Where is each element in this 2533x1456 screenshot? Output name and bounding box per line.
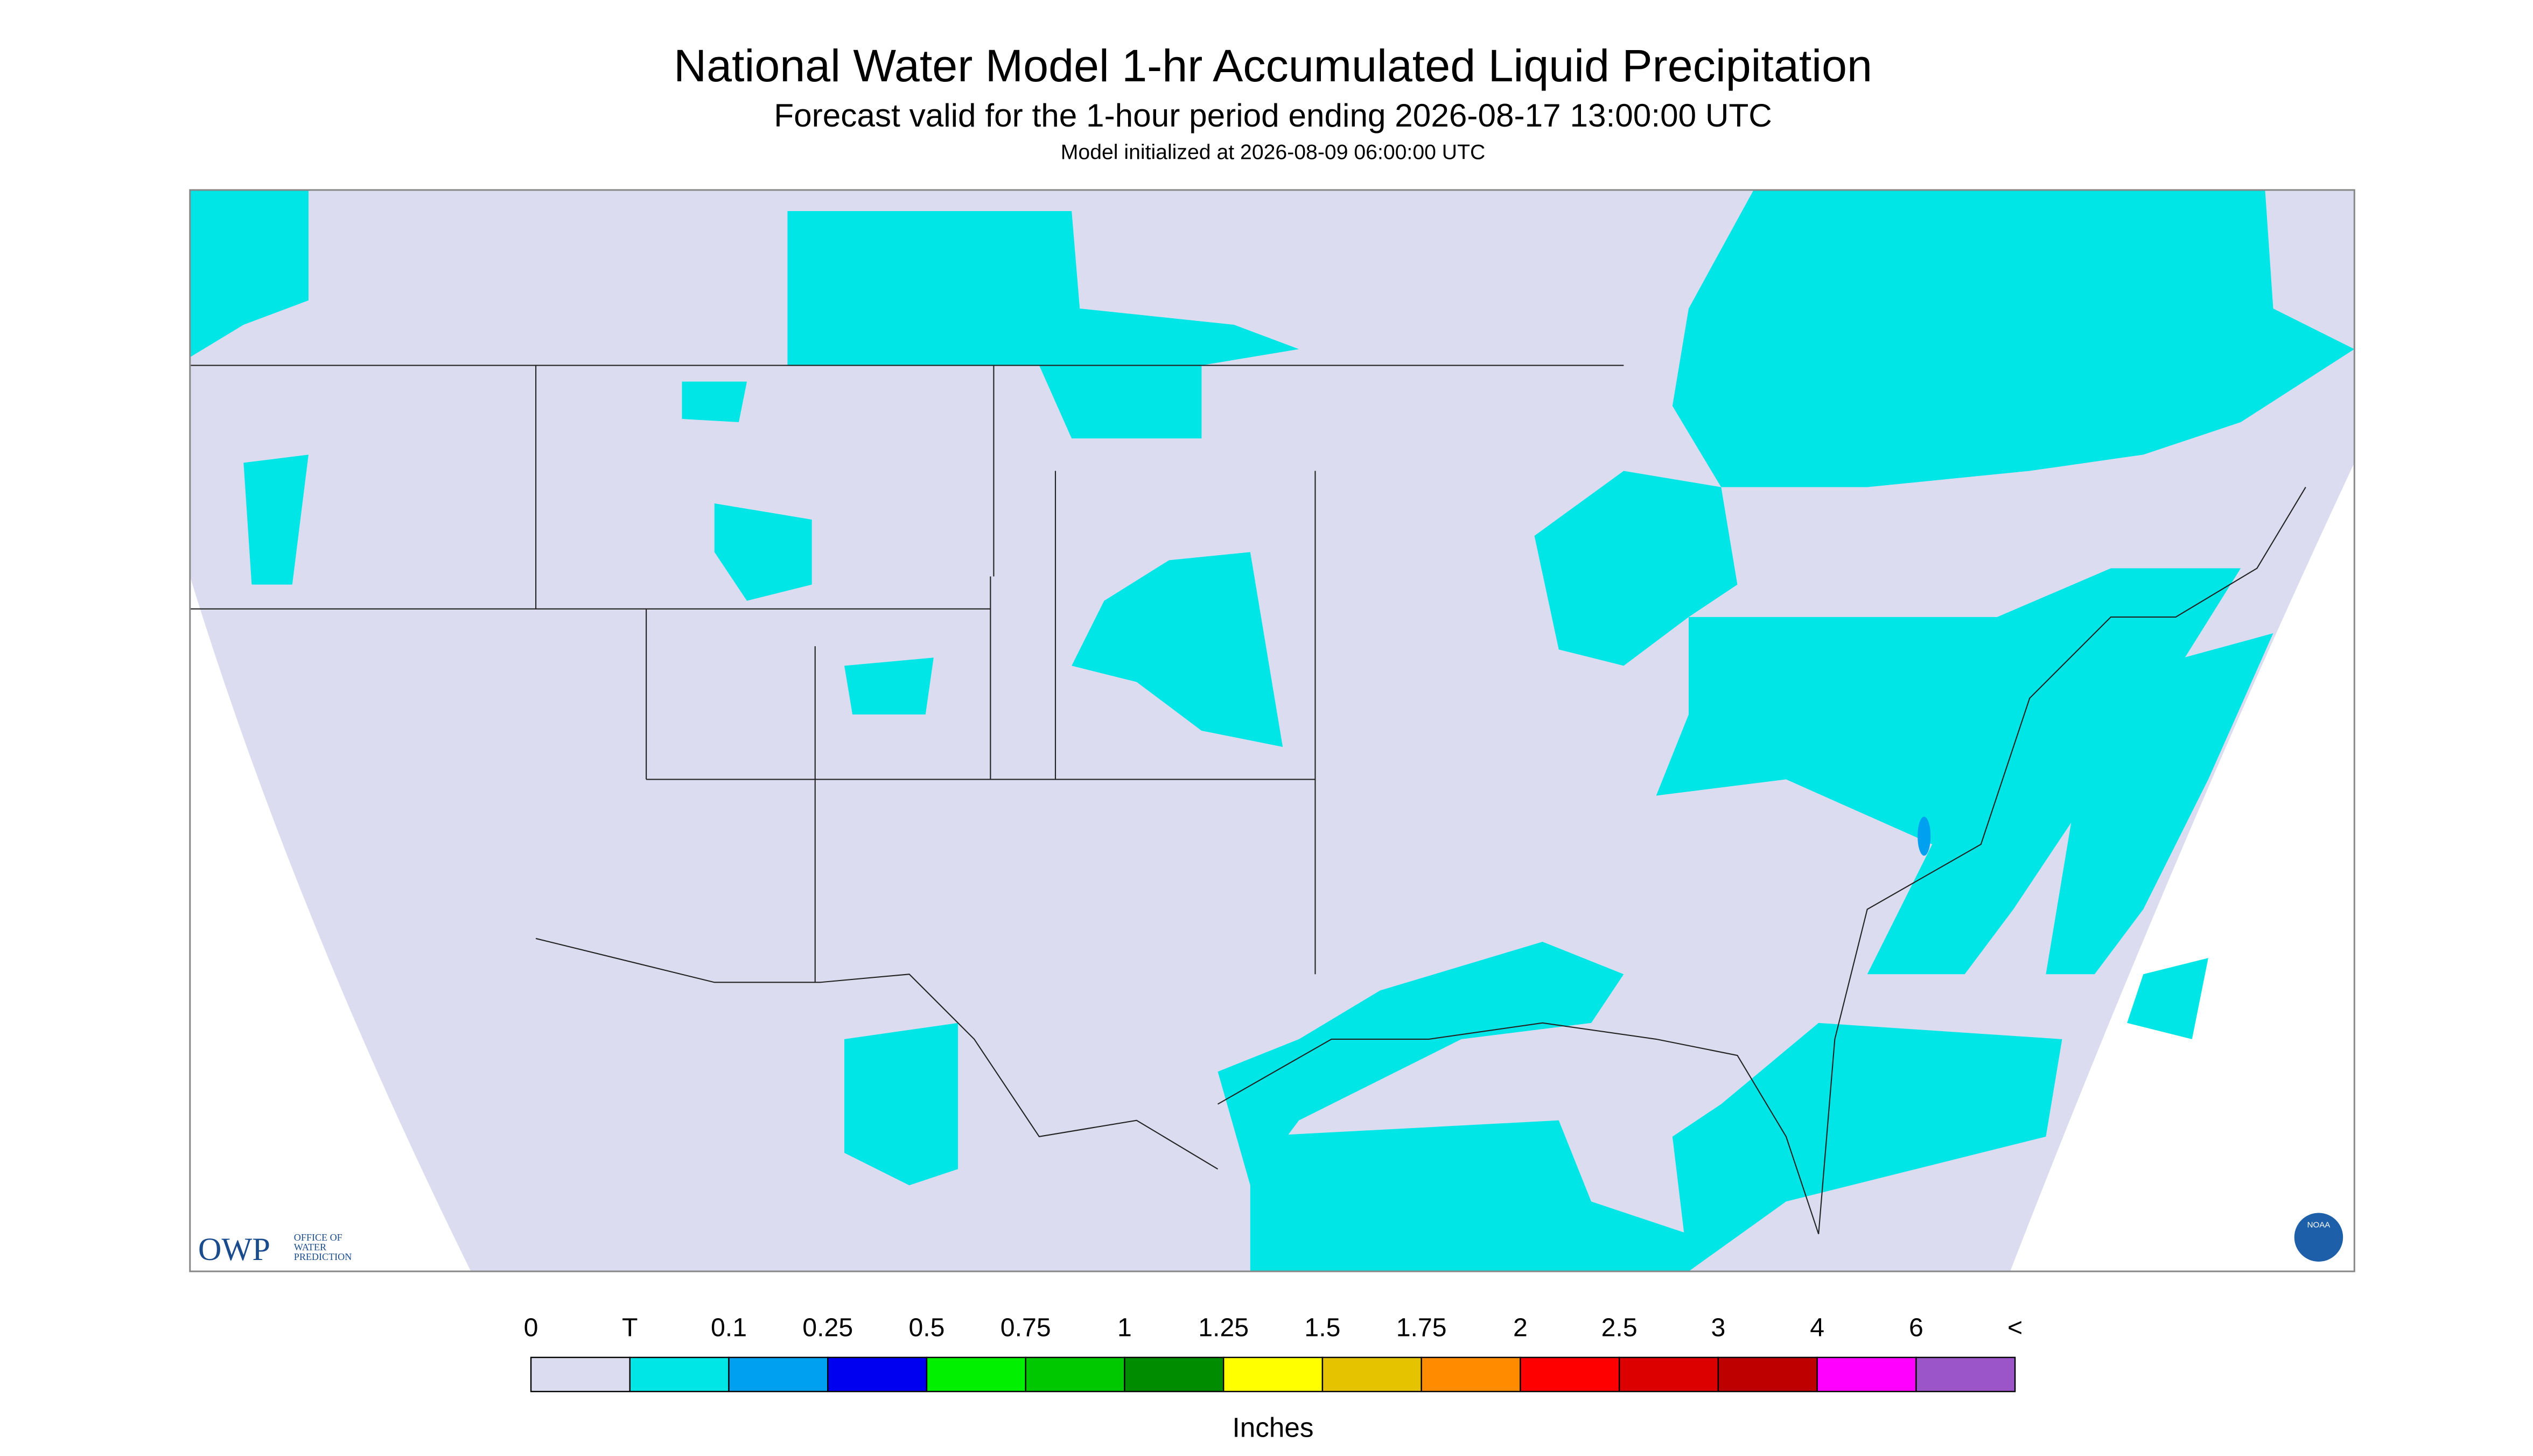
noaa-logo-text: NOAA	[2307, 1221, 2331, 1230]
legend-swatch	[629, 1356, 730, 1392]
precip-areas	[190, 190, 2355, 1272]
legend-swatch	[827, 1356, 928, 1392]
precip-area	[1918, 816, 1931, 856]
precip-area	[1672, 1023, 2062, 1272]
owp-name-line: OFFICE OF	[294, 1232, 342, 1243]
legend-label: 0.75	[1000, 1313, 1051, 1342]
legend-label: 0.5	[908, 1313, 944, 1342]
precip-area	[2046, 633, 2273, 975]
precip-area	[714, 503, 812, 601]
legend-label: 0	[524, 1313, 538, 1342]
legend-label: 2.5	[1601, 1313, 1638, 1342]
legend-swatch	[1618, 1356, 1719, 1392]
legend-swatch	[530, 1356, 631, 1392]
legend-label: 1.5	[1304, 1313, 1340, 1342]
precip-area	[1250, 1120, 1689, 1272]
legend-label: 0.25	[802, 1313, 853, 1342]
precip-area	[243, 454, 309, 585]
precip-area	[1534, 471, 1738, 666]
legend-units: Inches	[1233, 1412, 1314, 1443]
legend-label: 3	[1711, 1313, 1725, 1342]
precip-area	[1217, 941, 1624, 1186]
legend-swatch	[1421, 1356, 1521, 1392]
borders	[190, 365, 2306, 1235]
precip-area	[1672, 190, 2355, 487]
legend-swatch	[1025, 1356, 1125, 1392]
noaa-logo	[2294, 1213, 2343, 1262]
precip-area	[787, 211, 1299, 439]
map-frame	[189, 189, 2355, 1272]
owp-name-line: PREDICTION	[294, 1251, 352, 1262]
legend: 0 T 0.1 0.25 0.5 0.75 1 1.25 1.5 1.75 2 2.5 3 4 6 <	[524, 1313, 2023, 1392]
precip-area	[844, 1023, 958, 1186]
precip-area	[844, 657, 934, 715]
owp-name-line: WATER	[294, 1242, 327, 1252]
init-time: Model initialized at 2026-08-09 06:00:00…	[1061, 141, 1486, 164]
legend-swatch	[926, 1356, 1026, 1392]
precip-area	[2127, 958, 2208, 1039]
legend-label: <	[2007, 1313, 2023, 1342]
legend-swatch	[1520, 1356, 1620, 1392]
legend-swatch	[1321, 1356, 1422, 1392]
legend-label: 1.25	[1198, 1313, 1249, 1342]
precip-area	[1072, 552, 1283, 747]
legend-swatch	[1222, 1356, 1324, 1392]
legend-swatch	[1915, 1356, 2016, 1392]
legend-swatch	[1717, 1356, 1818, 1392]
legend-swatch	[1816, 1356, 1917, 1392]
legend-label: 4	[1810, 1313, 1824, 1342]
legend-label: 1.75	[1396, 1313, 1447, 1342]
title: National Water Model 1-hr Accumulated Li…	[674, 40, 1872, 91]
legend-label: 2	[1513, 1313, 1528, 1342]
legend-label: T	[622, 1313, 638, 1342]
legend-label: 6	[1909, 1313, 1923, 1342]
legend-swatch	[1124, 1356, 1224, 1392]
owp-logo: OWP	[198, 1231, 270, 1268]
legend-label: 1	[1117, 1313, 1132, 1342]
legend-label: 0.1	[711, 1313, 747, 1342]
subtitle: Forecast valid for the 1-hour period end…	[774, 97, 1772, 134]
precip-area	[1656, 568, 2241, 975]
precip-area	[190, 190, 309, 358]
precip-area	[682, 381, 747, 423]
legend-swatch	[728, 1356, 829, 1392]
